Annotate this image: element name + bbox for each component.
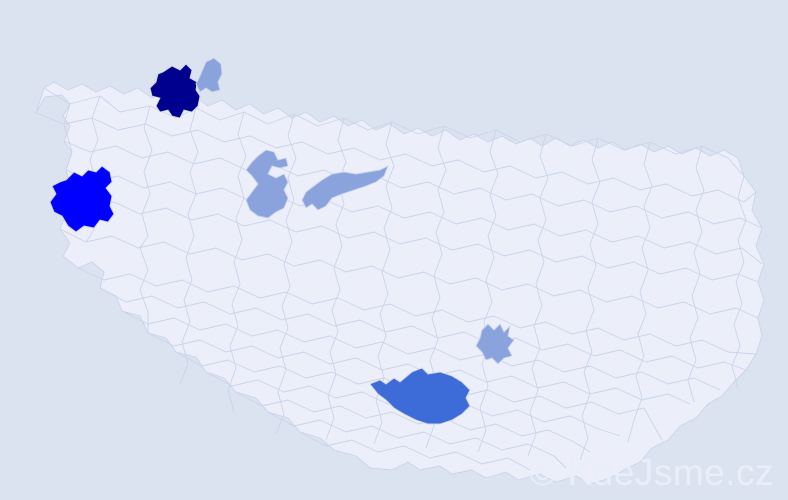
- highlight-layer: [50, 58, 514, 424]
- highlighted-district-blue-south[interactable]: [370, 368, 470, 424]
- highlighted-district-mid-centerleft[interactable]: [246, 150, 288, 218]
- highlighted-district-mid-southeast[interactable]: [476, 324, 514, 364]
- highlighted-district-mid-center[interactable]: [302, 166, 388, 210]
- district-outline-base: [36, 82, 764, 484]
- highlighted-district-lightblue-north[interactable]: [196, 58, 222, 92]
- highlighted-district-blue-west[interactable]: [50, 166, 114, 232]
- highlighted-district-navy-north[interactable]: [150, 64, 200, 118]
- base-district-layer: [36, 82, 764, 484]
- watermark: © KdeJsme.cz: [528, 452, 774, 494]
